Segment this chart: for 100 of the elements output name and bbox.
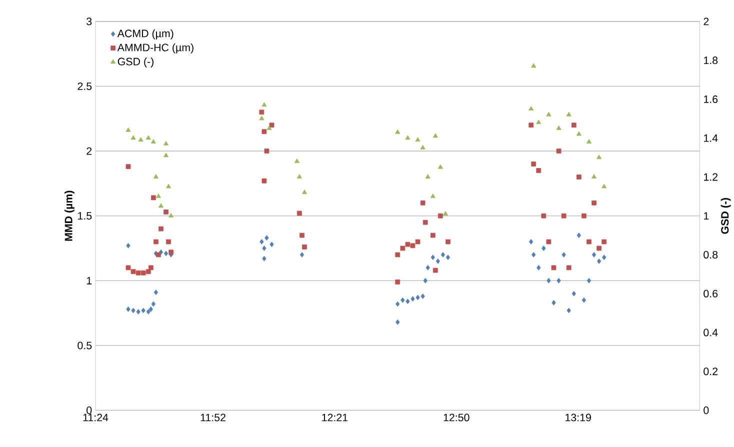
point (158, 203, 164, 208)
point (264, 235, 269, 240)
point (551, 265, 556, 270)
point (430, 254, 435, 260)
x-tick-label: 11:24 (83, 414, 108, 422)
point (166, 184, 172, 188)
point (302, 244, 307, 250)
y-tick-label: 1 (86, 276, 92, 284)
point (164, 250, 168, 256)
y2-axis-title: GSD (-) (720, 198, 731, 234)
point (259, 110, 264, 114)
point (591, 174, 597, 178)
point (400, 246, 406, 251)
point (266, 125, 272, 130)
point (300, 232, 304, 238)
x-tick-label: 13:19 (566, 414, 591, 422)
point (262, 245, 266, 251)
point (262, 129, 267, 134)
point (602, 254, 606, 260)
point (586, 239, 592, 244)
point (130, 135, 136, 140)
point (154, 239, 158, 244)
point (259, 116, 264, 120)
y2-tick-label: 1 (704, 212, 709, 220)
y2-tick-label: 1.2 (704, 173, 718, 181)
point (602, 239, 607, 244)
point (126, 265, 131, 270)
point (164, 209, 168, 214)
y2-tick-label: 1.6 (704, 95, 718, 103)
point (294, 158, 300, 163)
point (395, 252, 400, 258)
point (154, 289, 158, 295)
y2-tick-label: 0.4 (704, 328, 718, 336)
point (168, 212, 174, 218)
point (300, 252, 304, 258)
point (130, 269, 136, 274)
point (528, 122, 534, 128)
point (156, 252, 161, 258)
point (566, 112, 572, 116)
point (395, 279, 400, 284)
point (166, 239, 171, 244)
point (302, 189, 308, 194)
point (146, 269, 151, 274)
point (150, 138, 156, 144)
point (436, 258, 440, 264)
y2-tick-label: 1.8 (704, 56, 718, 64)
point (586, 278, 592, 284)
point (438, 213, 443, 218)
point (576, 232, 582, 238)
legend-label: ACMD (µm) (117, 29, 174, 40)
point (131, 308, 136, 314)
point (420, 293, 425, 299)
point (556, 148, 562, 154)
point (262, 102, 267, 106)
y2-tick-label: 0.2 (704, 367, 718, 376)
point (410, 243, 416, 248)
point (141, 308, 146, 314)
point (156, 193, 162, 198)
point (430, 232, 436, 238)
point (602, 184, 607, 188)
point (260, 238, 264, 244)
y2-tick-label: 0 (704, 406, 709, 414)
point (168, 250, 174, 254)
point (432, 133, 438, 138)
point (531, 63, 536, 68)
point (586, 138, 592, 144)
point (542, 245, 546, 251)
point (566, 308, 571, 314)
point (136, 308, 140, 314)
point (528, 238, 534, 244)
x-tick-label: 11:52 (200, 414, 226, 422)
point (264, 148, 270, 154)
point (438, 164, 443, 169)
point (420, 200, 426, 206)
point (415, 136, 420, 142)
point (596, 154, 602, 159)
point (422, 220, 428, 225)
point (140, 270, 146, 276)
y-tick-label: 0.5 (78, 342, 92, 350)
point (136, 270, 141, 276)
point (296, 174, 302, 178)
y-tick-label: 0 (86, 406, 92, 414)
point (576, 131, 582, 136)
point (420, 144, 426, 150)
point (153, 174, 158, 178)
point (536, 168, 542, 173)
point (138, 136, 144, 142)
x-tick-label: 12:21 (322, 414, 348, 422)
point (151, 301, 156, 307)
point (596, 258, 602, 264)
point (572, 290, 576, 296)
point (395, 129, 400, 134)
point (146, 308, 150, 314)
point (596, 246, 602, 251)
point (432, 268, 438, 273)
y-tick-label: 2 (86, 147, 92, 155)
y-axis-title: MMD (µm) (64, 190, 74, 241)
point (576, 174, 582, 180)
y-tick-label: 1.5 (78, 212, 92, 220)
point (592, 200, 596, 206)
